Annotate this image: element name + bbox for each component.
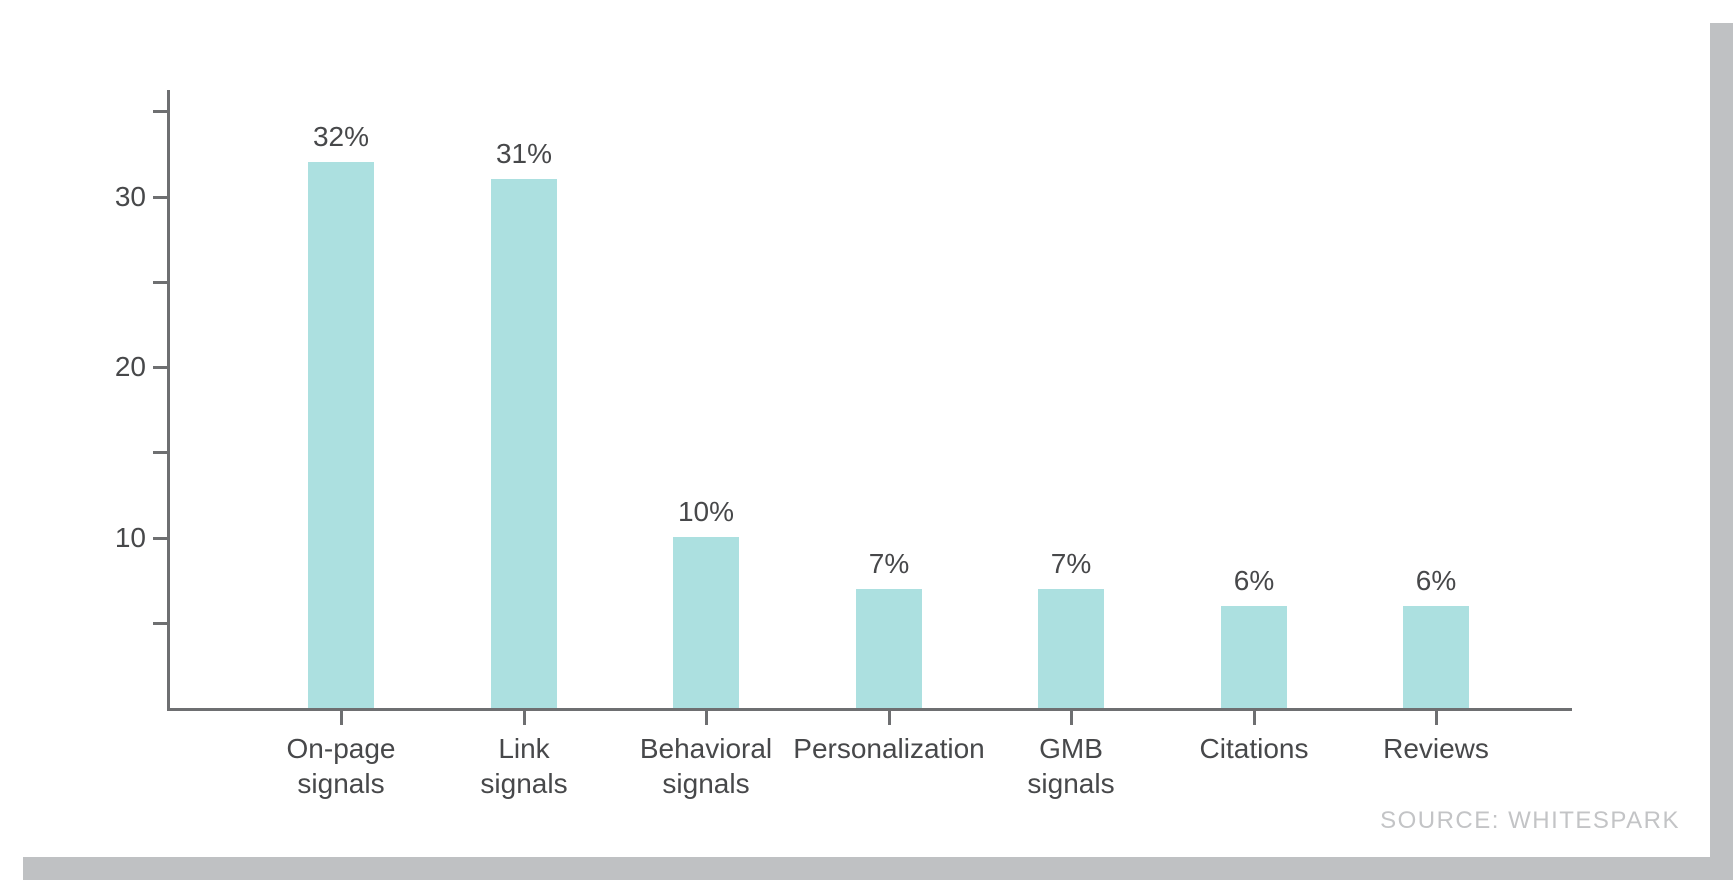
x-axis-category-tick [523,711,526,725]
category-label: Reviews [1383,733,1489,764]
bar-value-label: 32% [312,121,370,152]
category-label: GMB signals [1027,733,1115,799]
bar-chart: 10 20 30 32% On-page signals 31% Link signals 1… [114,90,1572,799]
y-axis-major-tick [153,196,167,199]
bar-behavioral-signals [673,537,739,708]
bar-personalization [856,589,922,708]
category-label: Behavioral signals [639,733,773,799]
bar-value-label: 6% [1415,565,1457,596]
x-axis-category-tick [1070,711,1073,725]
y-axis-major-tick [153,537,167,540]
bar-value-label: 31% [495,138,553,169]
y-axis-major-tick [153,366,167,369]
x-axis-line [167,708,1572,711]
y-axis-tick-label: 20 [114,351,146,382]
bar-gmb-signals [1038,589,1104,708]
x-axis-category-tick [1253,711,1256,725]
bar-value-label: 7% [1050,548,1092,579]
y-axis-tick-label: 10 [114,522,146,553]
y-axis-minor-tick [153,110,167,113]
category-label: Link signals [480,733,568,799]
bar-reviews [1403,606,1469,708]
bar-link-signals [491,179,557,708]
bar-value-label: 10% [677,496,735,527]
category-label: Personalization [793,733,985,764]
bar-citations [1221,606,1287,708]
x-axis-category-tick [705,711,708,725]
x-axis-category-tick [888,711,891,725]
y-axis-minor-tick [153,451,167,454]
y-axis-tick-label: 30 [114,181,146,212]
bar-value-label: 7% [868,548,910,579]
bar-on-page-signals [308,162,374,708]
chart-card: 10 20 30 32% On-page signals 31% Link signals 1… [114,90,1680,834]
y-axis-minor-tick [153,281,167,284]
source-note: SOURCE: WHITESPARK [1380,807,1680,834]
x-axis-category-tick [340,711,343,725]
x-axis-category-tick [1435,711,1438,725]
bar-value-label: 6% [1233,565,1275,596]
category-label: On-page signals [286,733,396,799]
category-label: Citations [1199,733,1309,764]
y-axis-minor-tick [153,622,167,625]
y-axis-line [167,90,170,711]
